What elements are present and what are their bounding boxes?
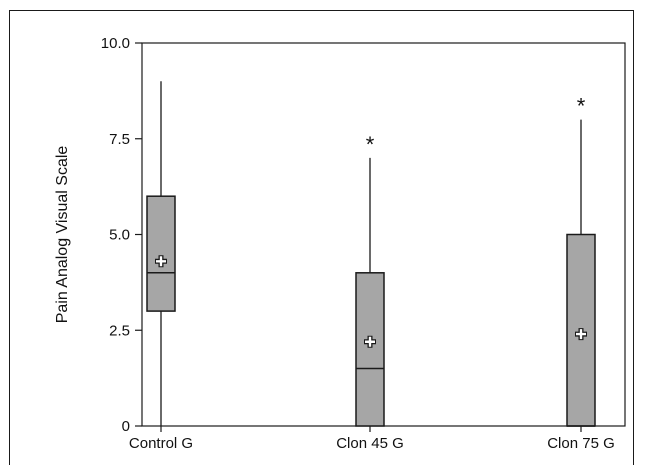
- mean-marker: [575, 328, 587, 341]
- y-tick-label: 5.0: [109, 227, 130, 244]
- mean-marker: [364, 335, 376, 348]
- mean-marker: [155, 255, 167, 268]
- box-iqr: [355, 272, 385, 427]
- figure-frame: [9, 10, 634, 465]
- y-tick-label: 7.5: [109, 131, 130, 148]
- y-tick-label: 0: [122, 418, 130, 435]
- box-control-g: [146, 81, 176, 426]
- significance-marker: *: [577, 94, 586, 119]
- y-tick-label: 10.0: [101, 35, 130, 52]
- x-tick-label: Control G: [129, 435, 193, 452]
- significance-marker: *: [366, 132, 375, 157]
- box-clon-75-g: *: [566, 94, 596, 427]
- x-tick-label: Clon 75 G: [547, 435, 615, 452]
- y-axis-label: Pain Analog Visual Scale: [54, 146, 71, 324]
- box-clon-45-g: *: [355, 132, 385, 427]
- y-axis-ticks: 0 2.5 5.0 7.5 10.0: [101, 35, 142, 435]
- y-tick-label: 2.5: [109, 322, 130, 339]
- x-tick-label: Clon 45 G: [336, 435, 404, 452]
- box-iqr: [146, 195, 176, 312]
- x-axis-ticks: Control G Clon 45 G Clon 75 G: [129, 426, 615, 452]
- box-series: **: [146, 81, 596, 427]
